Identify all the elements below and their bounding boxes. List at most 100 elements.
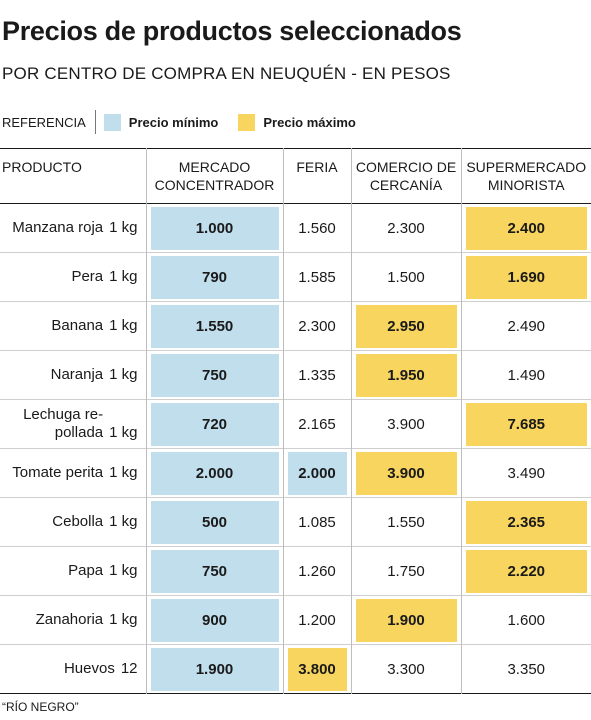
table-row: Naranja 1 kg 750 1.335 1.950 1.490: [0, 350, 591, 400]
price-value: 1.335: [298, 366, 336, 384]
price-cell-super: 7.685: [460, 399, 591, 449]
table-row: Pera 1 kg 790 1.585 1.500 1.690: [0, 252, 591, 302]
price-cell-feria: 3.800: [282, 644, 351, 694]
col-header-comercio-line1: COMERCIO DE: [355, 159, 457, 175]
price-value: 3.800: [287, 647, 347, 691]
table-row: Banana 1 kg 1.550 2.300 2.950 2.490: [0, 301, 591, 351]
price-value: 1.200: [298, 611, 336, 629]
price-value: 2.000: [287, 451, 347, 495]
price-cell-mercado: 720: [145, 399, 283, 449]
product-name: Banana: [51, 317, 103, 335]
price-value: 7.685: [465, 402, 587, 446]
price-cell-comercio: 1.550: [350, 497, 461, 547]
legend-divider: [94, 110, 96, 134]
price-cell-feria: 1.200: [282, 595, 351, 645]
price-cell-mercado: 500: [145, 497, 283, 547]
price-cell-feria: 1.585: [282, 252, 351, 302]
product-name: Cebolla: [52, 513, 103, 531]
price-value: 2.365: [465, 500, 587, 544]
chart-title: Precios de productos seleccionados: [2, 16, 462, 46]
table-row: Zanahoria 1 kg 900 1.200 1.900 1.600: [0, 595, 591, 645]
product-name-line: Zanahoria: [35, 611, 104, 628]
legend-label: REFERENCIA: [2, 114, 86, 130]
table-row: Papa 1 kg 750 1.260 1.750 2.220: [0, 546, 591, 596]
product-cell: Naranja 1 kg: [0, 351, 146, 400]
price-value: 3.300: [387, 660, 425, 678]
table-row: Tomate perita 1 kg 2.000 2.000 3.900 3.490: [0, 448, 591, 498]
product-cell: Cebolla 1 kg: [0, 498, 146, 547]
product-cell: Lechuga re-pollada 1 kg: [0, 400, 146, 449]
price-cell-feria: 1.560: [282, 203, 351, 253]
price-cell-super: 3.350: [460, 644, 591, 694]
price-cell-comercio: 3.900: [350, 399, 461, 449]
product-quantity: 1 kg: [109, 464, 138, 481]
price-value: 1.500: [387, 268, 425, 286]
price-cell-comercio: 1.500: [350, 252, 461, 302]
price-cell-super: 2.365: [460, 497, 591, 547]
table-header-row: PRODUCTO MERCADO CONCENTRADOR FERIA COME…: [0, 148, 591, 204]
legend-min-label: Precio mínimo: [128, 114, 219, 130]
price-cell-comercio: 1.950: [350, 350, 461, 400]
price-cell-comercio: 3.300: [350, 644, 461, 694]
price-cell-super: 2.490: [460, 301, 591, 351]
price-value: 1.750: [387, 562, 425, 580]
price-value: 2.300: [387, 219, 425, 237]
price-value: 1.560: [298, 219, 336, 237]
price-cell-mercado: 900: [145, 595, 283, 645]
legend-max-label: Precio máximo: [263, 114, 356, 130]
product-name-line: Pera: [71, 268, 104, 285]
price-value: 2.490: [507, 317, 546, 335]
product-cell: Zanahoria 1 kg: [0, 596, 146, 645]
price-value: 3.900: [387, 415, 425, 433]
price-cell-comercio: 3.900: [350, 448, 461, 498]
table-row: Manzana roja 1 kg 1.000 1.560 2.300 2.400: [0, 203, 591, 253]
price-cell-mercado: 2.000: [145, 448, 283, 498]
product-quantity: 1 kg: [109, 513, 138, 530]
price-value: 900: [150, 598, 279, 642]
price-cell-mercado: 1.000: [145, 203, 283, 253]
price-cell-super: 3.490: [460, 448, 591, 498]
price-value: 1.585: [298, 268, 336, 286]
price-value: 3.490: [507, 464, 546, 482]
col-header-super-line2: MINORISTA: [487, 177, 565, 193]
price-value: 720: [150, 402, 279, 446]
price-value: 750: [150, 353, 279, 397]
col-header-comercio-line2: CERCANÍA: [369, 177, 443, 193]
product-quantity: 1 kg: [109, 562, 138, 579]
col-header-mercado: MERCADO CONCENTRADOR: [145, 148, 283, 204]
product-cell: Manzana roja 1 kg: [0, 204, 146, 253]
price-value: 1.900: [150, 647, 279, 691]
price-cell-comercio: 1.900: [350, 595, 461, 645]
product-name-line: Lechuga re-: [23, 406, 104, 423]
col-header-mercado-line1: MERCADO: [178, 159, 251, 175]
product-cell: Huevos 12: [0, 645, 146, 694]
product-name: Zanahoria: [36, 611, 104, 629]
table-body: Manzana roja 1 kg 1.000 1.560 2.300 2.400 Pera…: [0, 203, 591, 694]
product-name: Naranja: [51, 366, 104, 384]
price-value: 1.085: [298, 513, 336, 531]
product-name-line: Papa: [68, 562, 104, 579]
product-name-line: Tomate perita: [12, 464, 104, 481]
price-cell-mercado: 790: [145, 252, 283, 302]
legend-swatch-min: [103, 113, 121, 131]
price-value: 2.400: [465, 206, 587, 250]
price-value: 1.690: [465, 255, 587, 299]
source-credit: “RÍO NEGRO”: [2, 700, 79, 714]
product-cell: Banana 1 kg: [0, 302, 146, 351]
price-cell-feria: 2.165: [282, 399, 351, 449]
price-value: 1.260: [298, 562, 336, 580]
price-value: 2.950: [355, 304, 457, 348]
product-name-line: Manzana roja: [12, 219, 104, 236]
product-quantity: 1 kg: [109, 219, 138, 236]
col-header-comercio: COMERCIO DE CERCANÍA: [350, 148, 461, 204]
price-value: 3.900: [355, 451, 457, 495]
price-value: 1.000: [150, 206, 279, 250]
product-name: Papa: [68, 562, 103, 580]
price-cell-super: 1.490: [460, 350, 591, 400]
col-header-product: PRODUCTO: [2, 159, 82, 175]
price-cell-mercado: 750: [145, 350, 283, 400]
price-value: 1.950: [355, 353, 457, 397]
table-row: Cebolla 1 kg 500 1.085 1.550 2.365: [0, 497, 591, 547]
col-header-super: SUPERMERCADO MINORISTA: [460, 148, 591, 204]
legend-swatch-max: [238, 113, 256, 131]
